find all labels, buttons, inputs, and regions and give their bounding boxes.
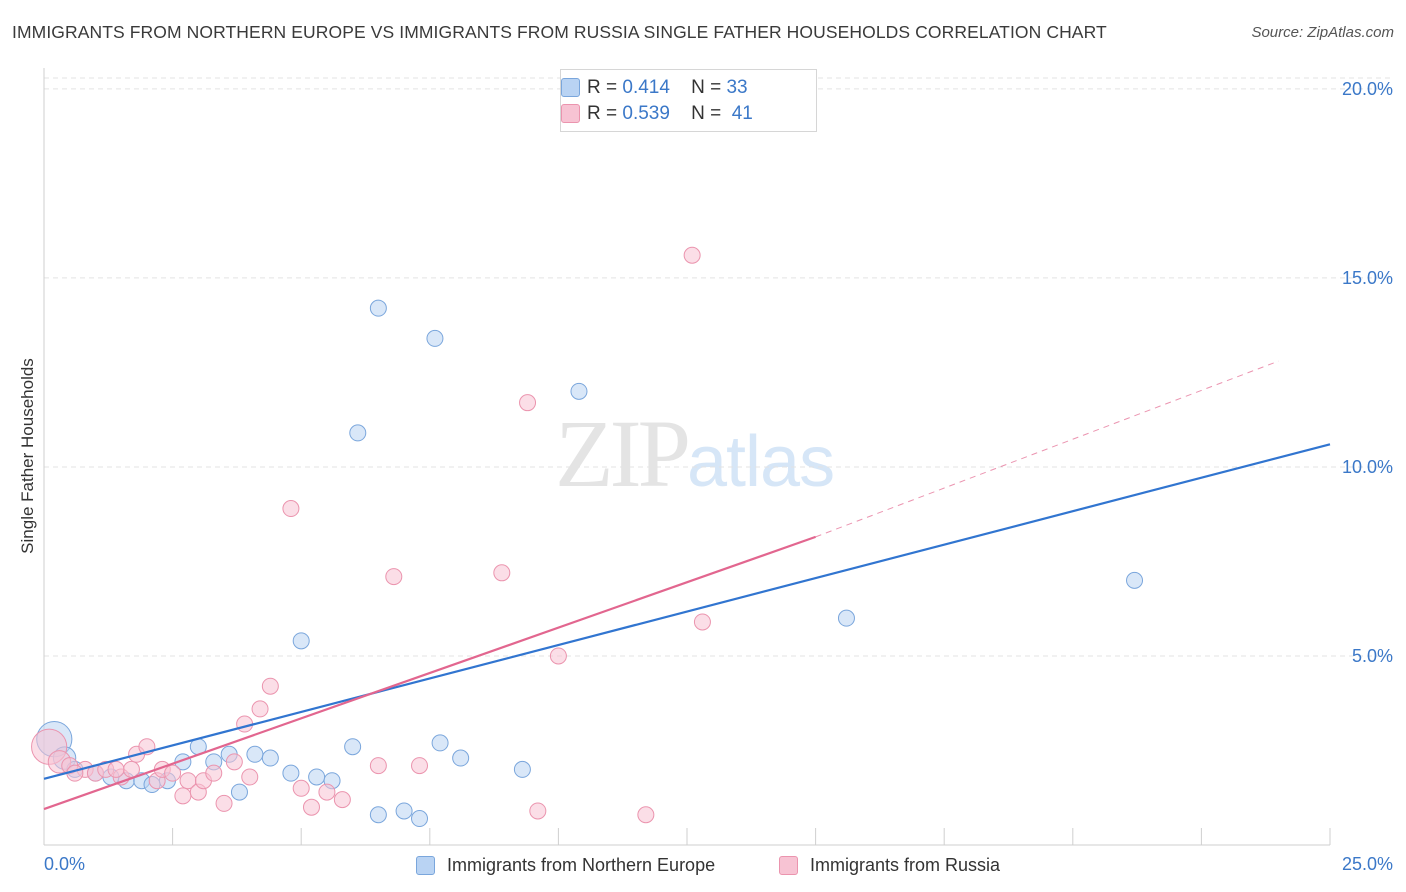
data-point-russia <box>261 677 279 695</box>
legend-n-label: N = <box>691 77 722 98</box>
data-point-russia <box>519 394 537 412</box>
y-tick-label: 15.0% <box>1342 268 1393 288</box>
bottom-legend-label: Immigrants from Northern Europe <box>447 854 716 875</box>
data-point-russia <box>385 568 403 586</box>
data-point-northern-europe <box>308 768 326 786</box>
data-point-russia <box>693 613 711 631</box>
data-point-russia <box>411 757 429 775</box>
data-point-russia <box>369 757 387 775</box>
legend-n-value: 41 <box>731 103 753 124</box>
data-point-russia <box>292 779 310 797</box>
data-point-russia <box>282 500 300 518</box>
data-point-russia <box>205 764 223 782</box>
data-point-northern-europe <box>837 609 855 627</box>
bottom-legend-label: Immigrants from Russia <box>810 854 1001 875</box>
data-point-northern-europe <box>513 760 531 778</box>
data-point-russia <box>122 760 140 778</box>
bottom-legend-northern-europe: Immigrants from Northern Europe <box>416 852 715 878</box>
data-point-northern-europe <box>431 734 449 752</box>
legend-row-russia: R = 0.539 N = 41 <box>561 102 753 126</box>
legend-r-label: R = <box>587 77 618 98</box>
y-tick-label: 5.0% <box>1352 646 1393 666</box>
data-point-russia <box>164 764 182 782</box>
data-point-northern-europe <box>369 299 387 317</box>
data-point-northern-europe <box>349 424 367 442</box>
data-point-northern-europe <box>292 632 310 650</box>
data-point-northern-europe <box>452 749 470 767</box>
bottom-legend-russia: Immigrants from Russia <box>779 852 1000 878</box>
data-point-northern-europe <box>426 329 444 347</box>
data-point-russia <box>302 798 320 816</box>
data-point-russia <box>251 700 269 718</box>
legend-n-label: N = <box>691 103 722 124</box>
data-point-russia <box>174 787 192 805</box>
data-point-northern-europe <box>246 745 264 763</box>
data-point-northern-europe <box>1126 571 1144 589</box>
legend-row-northern-europe: R = 0.414 N = 33 <box>561 76 748 100</box>
legend-swatch-northern-europe <box>561 78 580 97</box>
y-tick-label: 10.0% <box>1342 457 1393 477</box>
data-point-russia <box>318 783 336 801</box>
data-point-russia <box>529 802 547 820</box>
bottom-legend-swatch-russia <box>779 855 798 875</box>
watermark: ZIPatlas <box>555 398 835 509</box>
data-point-northern-europe <box>395 802 413 820</box>
trend-line-russia-extension <box>815 360 1279 538</box>
bottom-legend-swatch-northern-europe <box>416 855 435 875</box>
legend-swatch-russia <box>561 104 580 123</box>
data-point-northern-europe <box>261 749 279 767</box>
data-point-northern-europe <box>411 810 429 828</box>
data-point-russia <box>683 246 701 264</box>
data-point-russia <box>493 564 511 582</box>
data-point-northern-europe <box>282 764 300 782</box>
legend-r-value: 0.539 <box>622 103 670 124</box>
data-point-northern-europe <box>230 783 248 801</box>
chart-title: IMMIGRANTS FROM NORTHERN EUROPE VS IMMIG… <box>12 22 1107 42</box>
data-point-russia <box>225 753 243 771</box>
data-point-russia <box>236 715 254 733</box>
data-point-northern-europe <box>344 738 362 756</box>
trend-line-northern-europe <box>43 443 1331 780</box>
watermark-atlas: atlas <box>687 422 835 502</box>
x-tick-label: 25.0% <box>1342 854 1393 874</box>
y-tick-label: 20.0% <box>1342 79 1393 99</box>
correlation-legend: R = 0.414 N = 33 R = 0.539 N = 41 <box>560 69 817 132</box>
data-point-russia <box>107 760 125 778</box>
x-tick-label: 0.0% <box>44 854 85 874</box>
watermark-zip: ZIP <box>555 400 691 507</box>
data-point-russia <box>549 647 567 665</box>
data-point-northern-europe <box>369 806 387 824</box>
data-point-russia <box>333 791 351 809</box>
trend-line-russia <box>43 535 816 811</box>
data-point-russia <box>215 794 233 812</box>
data-point-russia <box>637 806 655 824</box>
data-point-russia <box>241 768 259 786</box>
legend-r-value: 0.414 <box>622 77 670 98</box>
source-label: Source: ZipAtlas.com <box>1251 24 1394 41</box>
legend-r-label: R = <box>587 103 618 124</box>
legend-n-value: 33 <box>726 77 748 98</box>
data-point-northern-europe <box>570 382 588 400</box>
